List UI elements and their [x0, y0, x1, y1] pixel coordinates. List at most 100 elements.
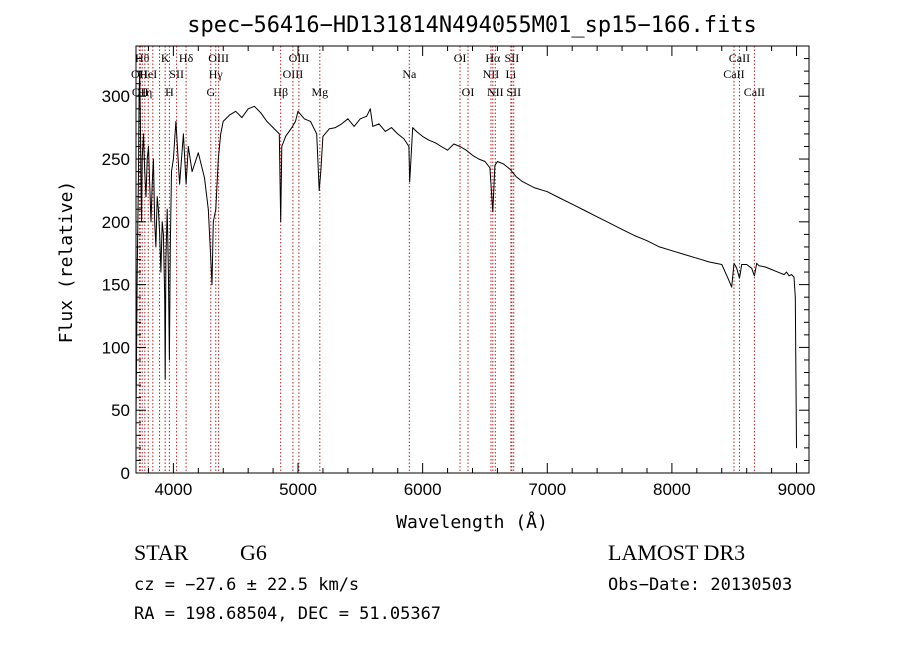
spectrum-point: [204, 177, 205, 179]
spectrum-point: [272, 127, 274, 128]
spectrum-point: [169, 246, 171, 248]
spectrum-point: [378, 123, 380, 125]
spectrum-point: [416, 131, 417, 132]
spectrum-point: [247, 108, 249, 110]
spectrum-point: [322, 136, 324, 137]
spectrum-point: [285, 136, 286, 137]
spectrum-point: [534, 187, 536, 189]
spectral-line-label: NII: [483, 67, 500, 81]
spectrum-point: [571, 203, 573, 205]
spectrum-point: [447, 149, 448, 151]
plot-frame: [135, 45, 810, 474]
spectrum-point: [297, 110, 299, 112]
spectrum-point: [796, 447, 797, 449]
spectrum-point: [159, 234, 161, 235]
spectrum-point: [409, 181, 411, 183]
spectrum-point: [310, 121, 311, 122]
x-axis: 4000 5000 6000 7000 8000 9000: [147, 46, 816, 499]
spectrum-point: [347, 118, 349, 120]
spectrum-point: [472, 154, 473, 156]
spectral-line-label: OI: [454, 51, 467, 65]
spectral-line-label: CaII: [744, 85, 765, 99]
spectrum-point: [459, 146, 461, 147]
spectrum-point: [708, 261, 710, 263]
x-tick-label: 5000: [279, 480, 317, 499]
spectrum-point: [756, 262, 758, 264]
spectrum-point: [171, 171, 172, 173]
spectrum-point: [758, 265, 760, 267]
x-tick-label: 8000: [653, 480, 691, 499]
spectrum-point: [684, 254, 685, 255]
spectrum-point: [280, 221, 282, 223]
spectrum-point: [369, 108, 371, 110]
spectrum-point: [266, 121, 268, 122]
spectrum-point: [384, 131, 386, 132]
spectrum-point: [659, 246, 660, 248]
spectrum-point: [222, 121, 224, 122]
spectrum-point: [217, 158, 219, 160]
spectrum-point: [160, 271, 162, 273]
spectrum-point: [465, 149, 467, 151]
spectrum-point: [492, 211, 494, 213]
spectral-line-label: OIII: [283, 67, 304, 81]
spectrum-point: [155, 246, 157, 248]
spectrum-point: [751, 267, 753, 269]
spectrum-point: [771, 269, 772, 270]
spectrum-point: [366, 115, 367, 117]
spectrum-point: [497, 161, 498, 162]
series-layer: [135, 70, 797, 449]
spectral-line-label: SII: [506, 85, 521, 99]
spectrum-point: [303, 118, 305, 120]
spectrum-point: [509, 168, 511, 170]
spectrum-point: [149, 183, 151, 185]
spectrum-point: [241, 117, 243, 118]
spectral-line-label: Hγ: [209, 67, 224, 81]
spectrum-point: [559, 197, 561, 199]
y-axis-label: Flux (relative): [56, 181, 77, 344]
spectrum-point: [609, 222, 610, 224]
spectrum-point: [494, 164, 496, 166]
spectrum-point: [788, 275, 790, 277]
spectrum-point: [183, 133, 184, 135]
spectral-line-label: OIII: [289, 51, 310, 65]
spectrum-line-flux: [135, 70, 797, 448]
spectrum-point: [341, 123, 342, 125]
spectrum-point: [777, 271, 779, 273]
spectrum-point: [278, 133, 280, 135]
spectrum-point: [320, 171, 322, 173]
spectrum-point: [211, 284, 213, 285]
spectrum-point: [596, 216, 598, 218]
spectrum-point: [739, 277, 740, 279]
spectrum-point: [166, 208, 168, 210]
spectrum-point: [634, 235, 635, 237]
spectrum-point: [191, 171, 193, 173]
x-tick-label: 9000: [778, 480, 816, 499]
spectrum-point: [783, 274, 785, 275]
spectrum-point: [175, 121, 177, 122]
spectrum-point: [165, 259, 167, 260]
spectrum-point: [428, 139, 430, 141]
spectrum-point: [148, 146, 149, 147]
spectrum-point: [169, 359, 170, 361]
spectrum-point: [731, 286, 733, 288]
x-tick-label: 6000: [404, 480, 442, 499]
x-axis-label: Wavelength (Å): [396, 511, 548, 533]
spectrum-point: [212, 221, 214, 223]
object-class: STAR: [134, 540, 189, 565]
spectral-line-label: OI: [462, 85, 475, 99]
y-tick-label: 250: [102, 150, 130, 169]
spectrum-point: [235, 110, 237, 112]
spectrum-point: [207, 208, 209, 210]
spectrum-point: [793, 276, 795, 278]
spectrum-point: [408, 146, 410, 147]
spectrum-point: [391, 127, 392, 128]
y-tick-label: 150: [102, 276, 130, 295]
spectrum-point: [515, 176, 517, 178]
y-tick-label: 50: [111, 401, 130, 420]
spectral-line-label: Na: [402, 67, 417, 81]
spectrum-point: [153, 158, 154, 160]
spectral-line-label: CaII: [723, 67, 744, 81]
spectrum-point: [397, 133, 399, 135]
spectrum-point: [154, 221, 156, 223]
y-tick-label: 200: [102, 213, 130, 232]
